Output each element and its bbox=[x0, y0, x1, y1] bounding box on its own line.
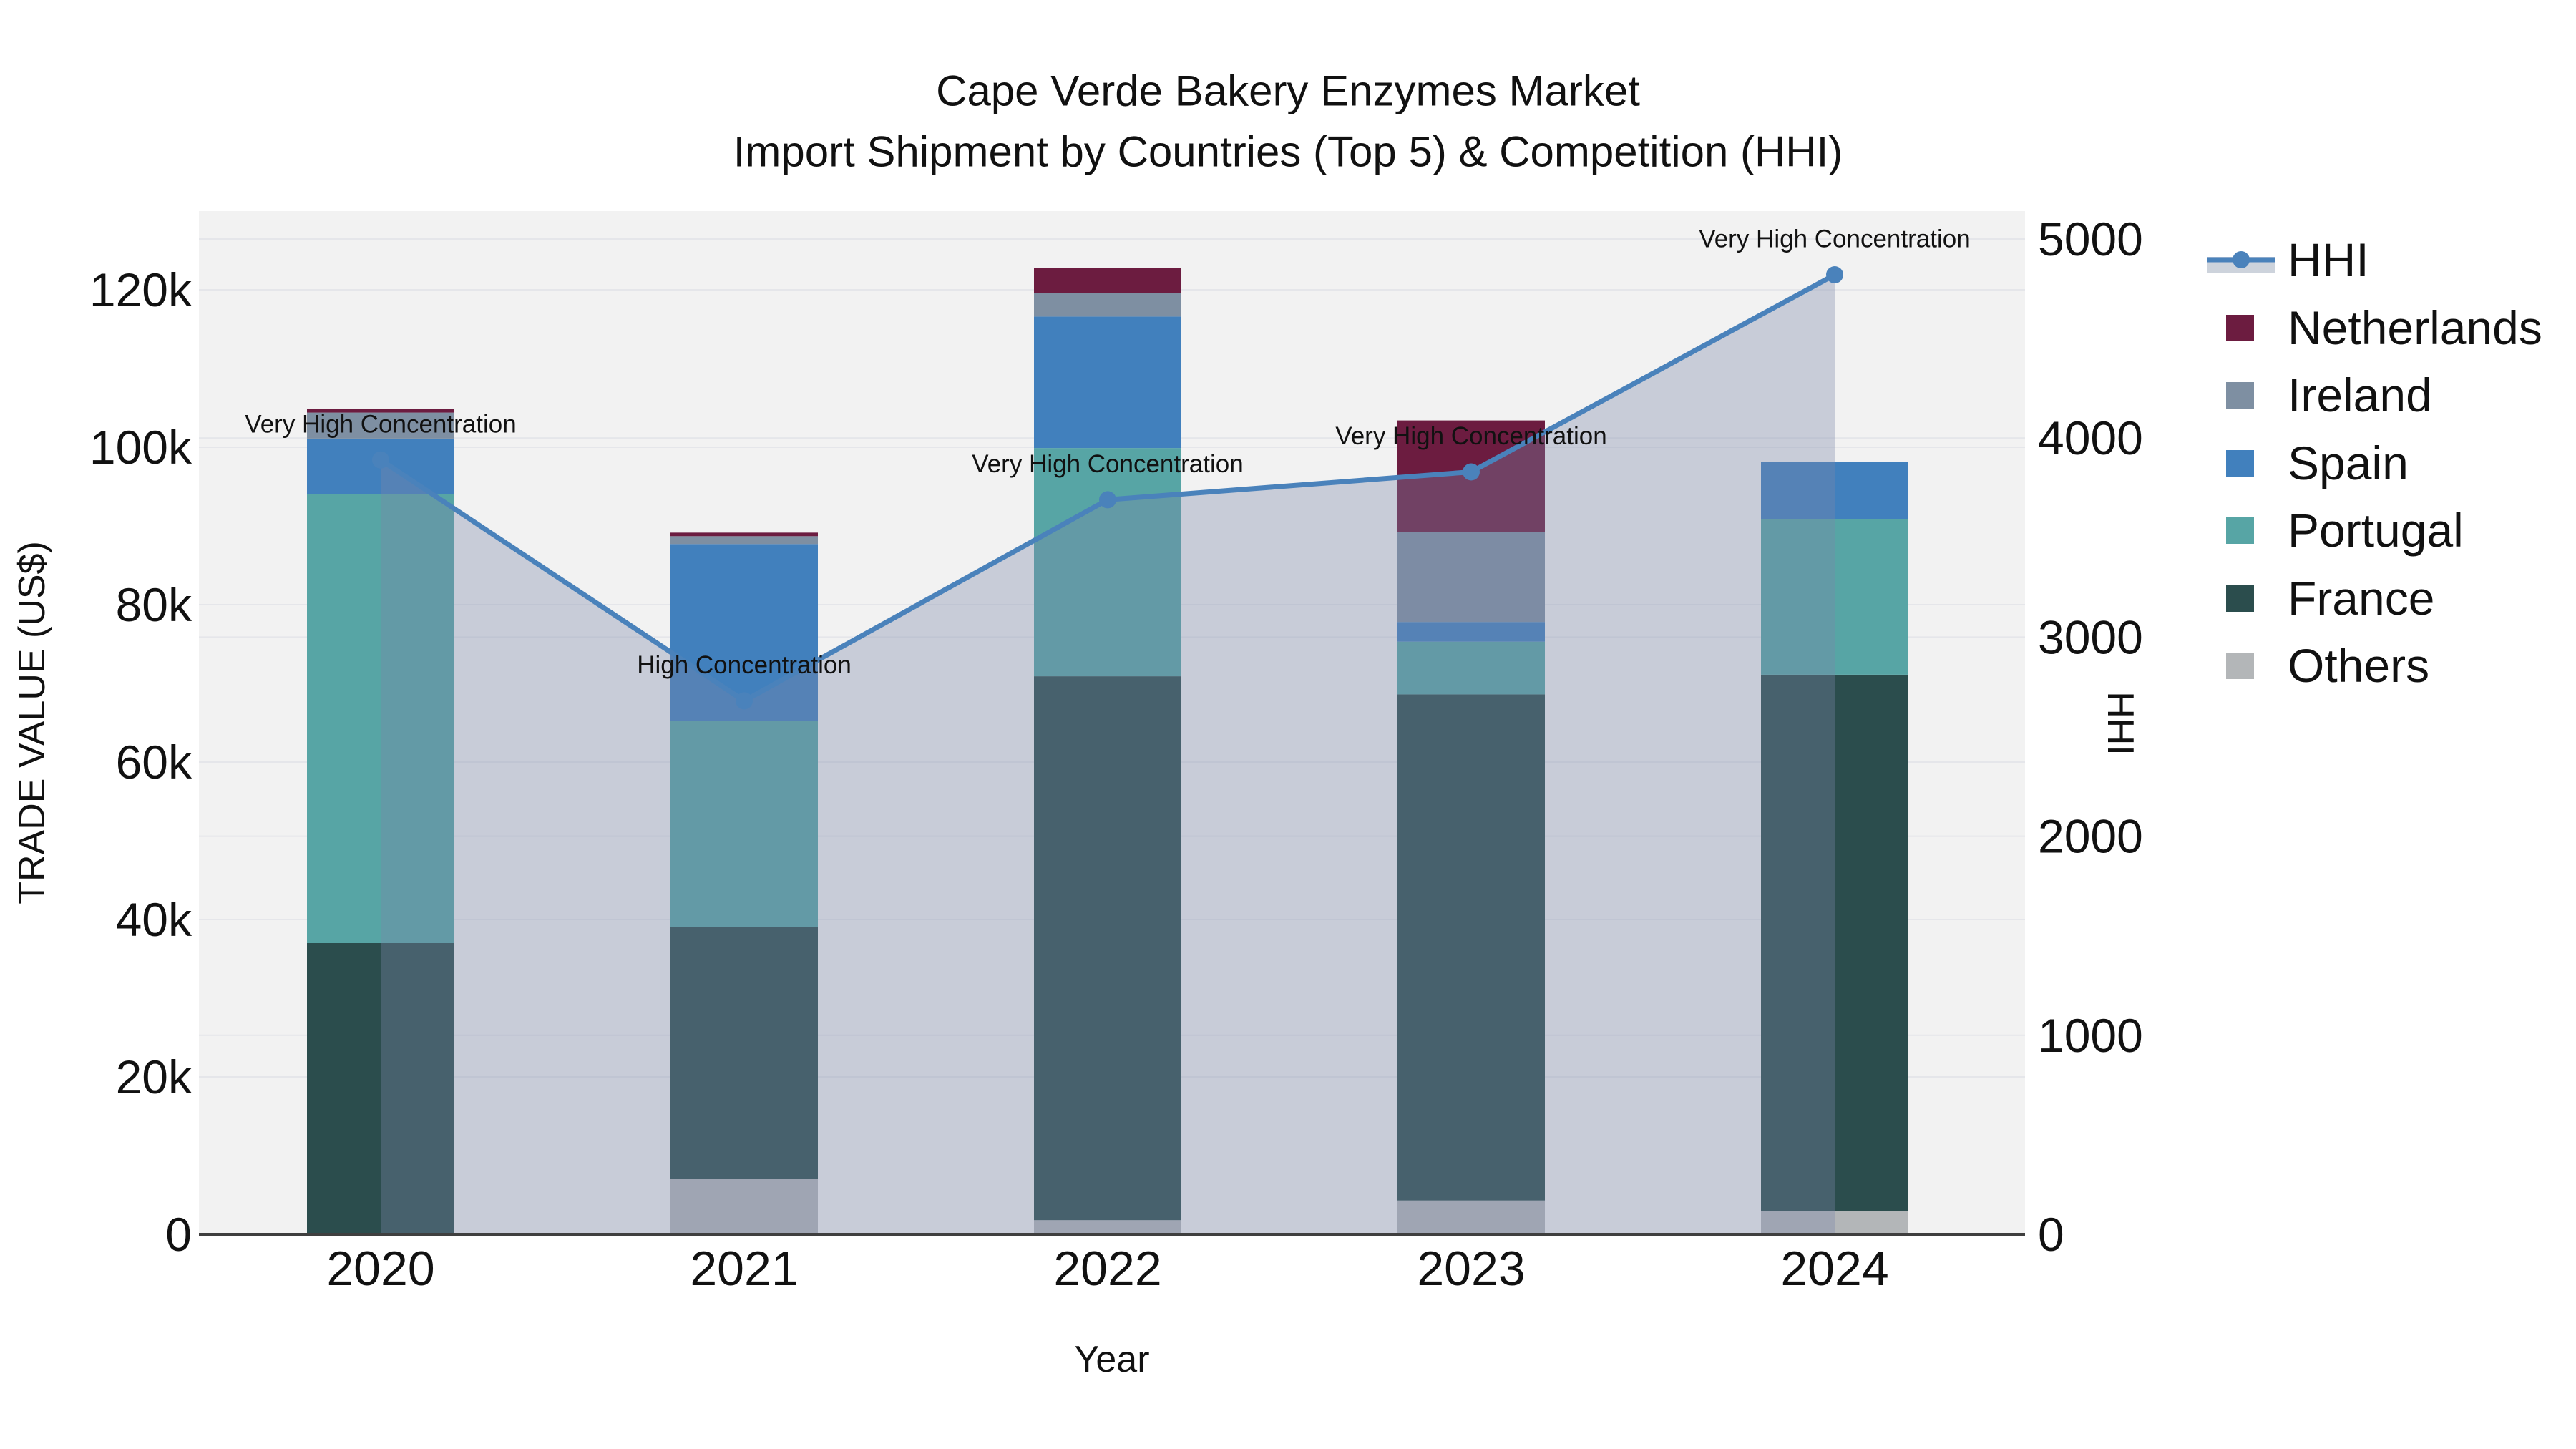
bar-segment-france-2024[interactable] bbox=[1761, 674, 1908, 1211]
legend-item-hhi[interactable]: HHI bbox=[2207, 233, 2369, 286]
y-tick-label-right-0: 0 bbox=[2038, 1208, 2064, 1261]
y-axis-title-left: TRADE VALUE (US$) bbox=[11, 541, 53, 904]
bar-segment-ireland-2021[interactable] bbox=[670, 536, 818, 545]
legend-label-portugal: Portugal bbox=[2288, 504, 2464, 557]
legend-swatch-spain bbox=[2226, 450, 2254, 477]
y-tick-label-left-40k: 40k bbox=[116, 893, 192, 946]
chart-title-line2: Import Shipment by Countries (Top 5) & C… bbox=[733, 128, 1843, 176]
y-tick-label-right-1000: 1000 bbox=[2038, 1009, 2143, 1062]
bar-segment-others-2023[interactable] bbox=[1397, 1200, 1545, 1234]
legend-label-france: France bbox=[2288, 572, 2434, 625]
annotation-2020: Very High Concentration bbox=[245, 410, 516, 438]
legend-label-hhi: HHI bbox=[2288, 233, 2369, 286]
bar-segment-others-2022[interactable] bbox=[1034, 1220, 1181, 1234]
bar-segment-netherlands-2020[interactable] bbox=[307, 409, 454, 413]
bar-segment-portugal-2020[interactable] bbox=[307, 494, 454, 943]
annotation-2023: Very High Concentration bbox=[1335, 422, 1606, 450]
legend-label-netherlands: Netherlands bbox=[2288, 301, 2542, 354]
y-tick-label-left-20k: 20k bbox=[116, 1050, 192, 1103]
hhi-marker-2021[interactable] bbox=[736, 692, 753, 710]
legend-item-portugal[interactable]: Portugal bbox=[2226, 504, 2464, 557]
x-axis-title: Year bbox=[1074, 1339, 1149, 1380]
legend-swatch-portugal bbox=[2226, 517, 2254, 544]
bar-segment-ireland-2022[interactable] bbox=[1034, 293, 1181, 317]
hhi-marker-2020[interactable] bbox=[372, 451, 389, 469]
legend-swatch-france bbox=[2226, 585, 2254, 612]
x-tick-label-2021: 2021 bbox=[690, 1241, 798, 1296]
legend-swatch-ireland bbox=[2226, 382, 2254, 409]
y-tick-label-left-80k: 80k bbox=[116, 578, 192, 631]
legend: HHI Netherlands Ireland Spain Portugal France… bbox=[2207, 233, 2542, 692]
bar-segment-spain-2021[interactable] bbox=[670, 544, 818, 721]
legend-label-others: Others bbox=[2288, 639, 2429, 692]
legend-hhi-marker bbox=[2233, 251, 2250, 268]
legend-swatch-netherlands bbox=[2226, 315, 2254, 341]
legend-swatch-others bbox=[2226, 653, 2254, 679]
y-tick-label-right-5000: 5000 bbox=[2038, 213, 2143, 265]
y-axis-title-right: HHI bbox=[2099, 691, 2141, 756]
bar-segment-france-2022[interactable] bbox=[1034, 676, 1181, 1221]
x-tick-label-2022: 2022 bbox=[1053, 1241, 1161, 1296]
legend-label-spain: Spain bbox=[2288, 436, 2409, 489]
bar-segment-others-2021[interactable] bbox=[670, 1179, 818, 1234]
y-tick-label-left-60k: 60k bbox=[116, 736, 192, 789]
bar-segment-netherlands-2022[interactable] bbox=[1034, 268, 1181, 293]
y-tick-label-right-2000: 2000 bbox=[2038, 810, 2143, 863]
annotation-2024: Very High Concentration bbox=[1699, 225, 1970, 253]
x-tick-label-2023: 2023 bbox=[1417, 1241, 1525, 1296]
annotation-2022: Very High Concentration bbox=[972, 450, 1243, 478]
x-tick-label-2020: 2020 bbox=[326, 1241, 434, 1296]
legend-item-ireland[interactable]: Ireland bbox=[2226, 369, 2432, 421]
bar-segment-spain-2023[interactable] bbox=[1397, 622, 1545, 642]
hhi-marker-2024[interactable] bbox=[1826, 266, 1843, 284]
bar-segment-ireland-2020[interactable] bbox=[307, 412, 454, 439]
hhi-marker-2023[interactable] bbox=[1463, 463, 1480, 481]
y-tick-label-right-4000: 4000 bbox=[2038, 411, 2143, 464]
bar-segment-portugal-2023[interactable] bbox=[1397, 641, 1545, 695]
y-tick-label-left-0: 0 bbox=[165, 1208, 192, 1261]
bar-segment-portugal-2021[interactable] bbox=[670, 721, 818, 927]
bar-segment-france-2023[interactable] bbox=[1397, 694, 1545, 1201]
y-tick-label-right-3000: 3000 bbox=[2038, 610, 2143, 663]
bar-segment-france-2020[interactable] bbox=[307, 943, 454, 1234]
bar-segment-portugal-2022[interactable] bbox=[1034, 448, 1181, 677]
legend-label-ireland: Ireland bbox=[2288, 369, 2432, 421]
legend-item-spain[interactable]: Spain bbox=[2226, 436, 2409, 489]
y-tick-label-left-120k: 120k bbox=[89, 263, 192, 316]
chart-title-line1: Cape Verde Bakery Enzymes Market bbox=[936, 67, 1640, 115]
hhi-marker-2022[interactable] bbox=[1099, 491, 1116, 509]
legend-item-others[interactable]: Others bbox=[2226, 639, 2429, 692]
bar-segment-portugal-2024[interactable] bbox=[1761, 519, 1908, 675]
hhi-area bbox=[381, 275, 1835, 1235]
bar-segment-spain-2024[interactable] bbox=[1761, 462, 1908, 519]
bar-segment-ireland-2023[interactable] bbox=[1397, 532, 1545, 623]
y-tick-label-left-100k: 100k bbox=[89, 421, 192, 474]
bar-segment-france-2021[interactable] bbox=[670, 927, 818, 1179]
bar-segment-others-2024[interactable] bbox=[1761, 1211, 1908, 1234]
legend-item-netherlands[interactable]: Netherlands bbox=[2226, 301, 2542, 354]
x-tick-label-2024: 2024 bbox=[1780, 1241, 1888, 1296]
legend-item-france[interactable]: France bbox=[2226, 572, 2434, 625]
annotation-2021: High Concentration bbox=[637, 651, 852, 679]
bar-segment-netherlands-2021[interactable] bbox=[670, 532, 818, 537]
bar-segment-spain-2022[interactable] bbox=[1034, 316, 1181, 449]
